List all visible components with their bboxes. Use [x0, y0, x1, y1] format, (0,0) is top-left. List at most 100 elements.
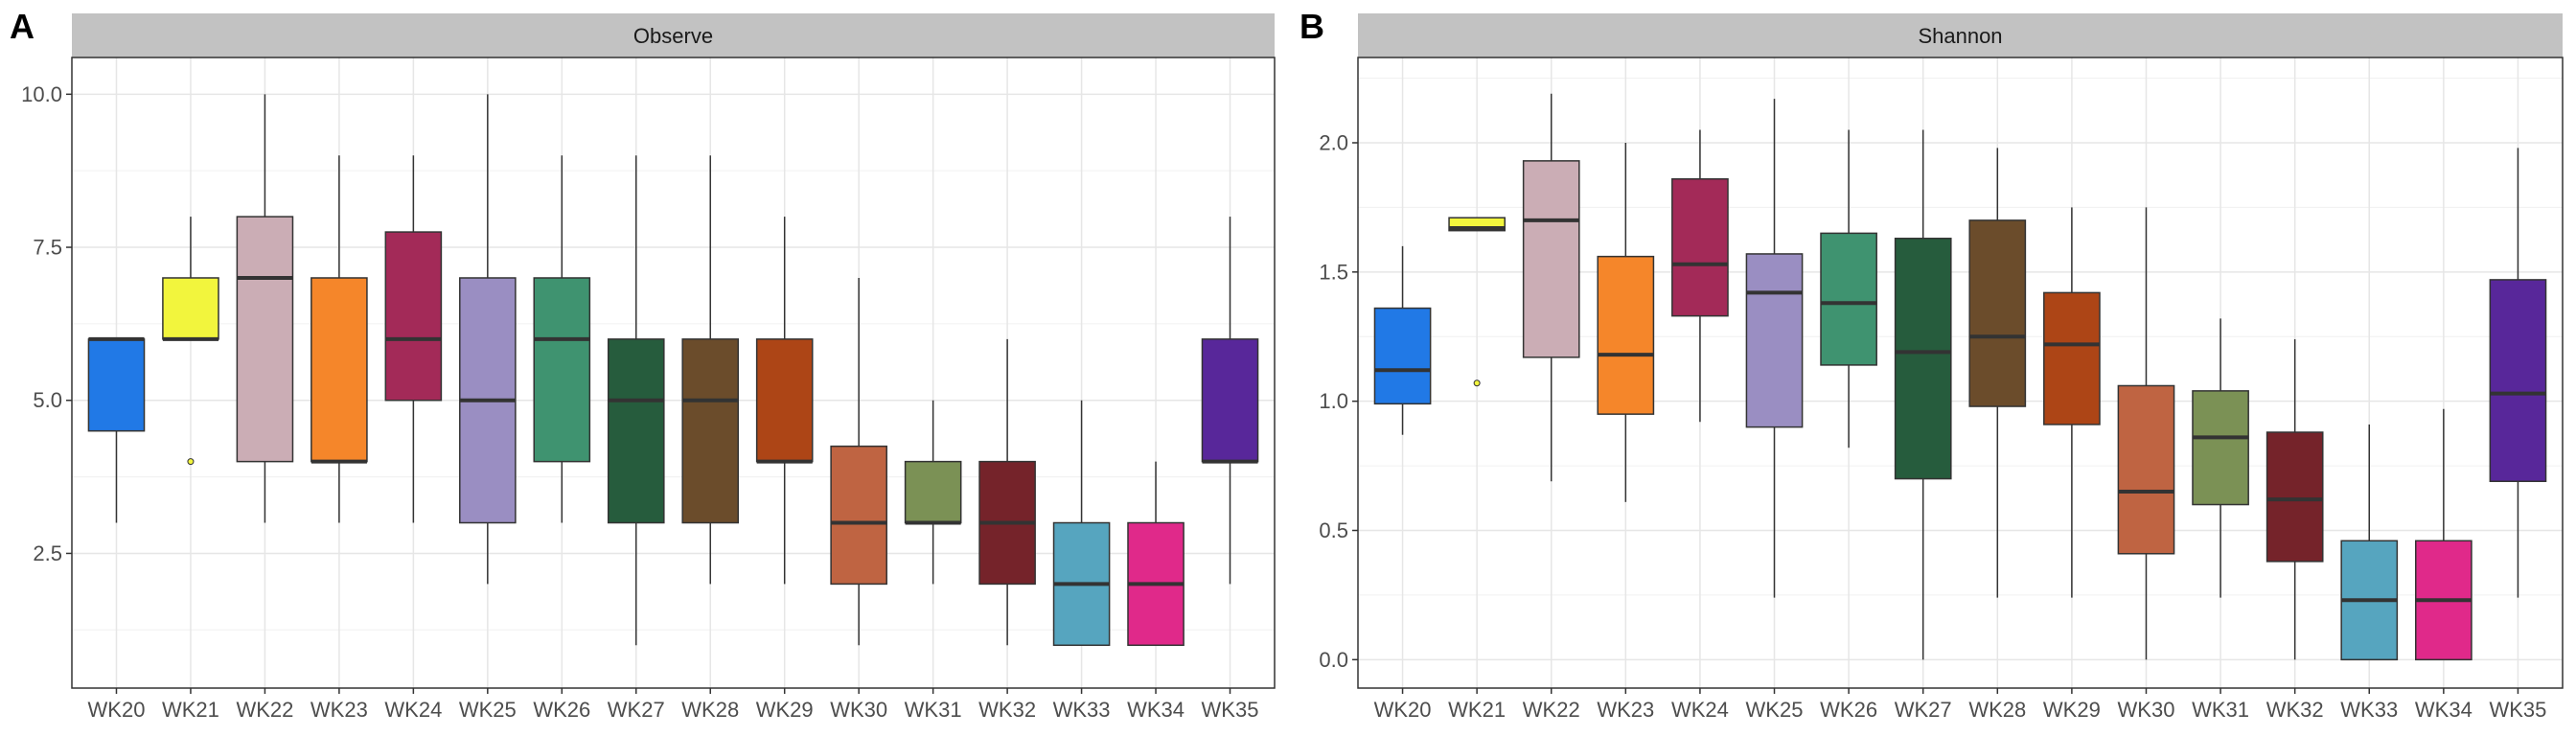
box-wk21: [1448, 217, 1506, 387]
box-wk32: [2266, 338, 2324, 660]
box-wk30: [830, 277, 887, 646]
box-wk25: [1745, 99, 1804, 598]
x-tick-label: WK23: [310, 698, 368, 722]
x-tick-label: WK32: [2266, 698, 2324, 722]
box-wk26: [533, 155, 591, 523]
box-wk25: [459, 94, 517, 585]
x-tick-label: WK28: [1968, 698, 2026, 722]
x-tick-label: WK31: [905, 698, 962, 722]
x-tick-label: WK27: [608, 698, 665, 722]
box-wk31: [2192, 318, 2249, 598]
y-tick-label: 10.0: [21, 82, 62, 106]
box-body: [1201, 338, 1259, 463]
box-wk31: [904, 400, 962, 585]
x-tick-label: WK25: [1746, 698, 1804, 722]
panel-border: [71, 57, 1276, 689]
box-body: [236, 216, 294, 463]
box-body: [87, 338, 146, 432]
box-body: [2489, 279, 2547, 483]
box-body: [1745, 253, 1804, 428]
box-wk29: [2043, 207, 2101, 598]
x-tick-label: WK23: [1597, 698, 1654, 722]
panel-strip-label: Shannon: [1918, 24, 2002, 48]
x-tick-label: WK34: [2415, 698, 2472, 722]
box-wk34: [1127, 461, 1184, 647]
y-tick-label: 1.0: [1319, 389, 1348, 413]
box-body: [1820, 232, 1877, 366]
x-tick-label: WK33: [2340, 698, 2398, 722]
plot-area: [1357, 57, 2564, 689]
x-tick-label: WK28: [681, 698, 739, 722]
panel-a: A Observe 2.5 5.0 7.5 10.0 WK20 WK21 WK22 WK23…: [10, 7, 1276, 722]
x-tick-label: WK33: [1053, 698, 1111, 722]
x-tick-label: WK22: [1523, 698, 1580, 722]
x-tick-label: WK20: [88, 698, 146, 722]
box-body: [755, 338, 814, 463]
box-body: [1373, 307, 1432, 405]
box-body: [904, 460, 962, 524]
x-tick-label: WK21: [162, 698, 219, 722]
x-tick-label: WK22: [236, 698, 293, 722]
x-tick-label: WK35: [1202, 698, 1259, 722]
box-wk26: [1820, 129, 1877, 448]
box-body: [1671, 177, 1729, 317]
x-tick-label: WK21: [1448, 698, 1506, 722]
y-axis: 0.0 0.5 1.0 1.5 2.0: [1319, 130, 1358, 672]
x-tick-label: WK35: [2489, 698, 2546, 722]
panel-letter: A: [10, 7, 34, 46]
box-body: [1597, 255, 1655, 415]
x-tick-label: WK30: [830, 698, 887, 722]
panel-strip-label: Observe: [633, 24, 713, 48]
box-wk22: [1522, 93, 1580, 482]
box-body: [607, 338, 665, 524]
box-wk32: [978, 338, 1036, 646]
box-wk24: [384, 155, 443, 523]
y-tick-label: 0.0: [1319, 648, 1348, 672]
y-tick-label: 7.5: [33, 236, 62, 260]
box-body: [310, 277, 368, 463]
box-wk30: [2117, 207, 2175, 660]
x-axis: WK20 WK21 WK22 WK23 WK24 WK25 WK26 WK27 WK28 WK29…: [88, 688, 1259, 722]
panel-strip: [72, 13, 1275, 58]
x-tick-label: WK31: [2192, 698, 2249, 722]
panel-letter: B: [1300, 7, 1324, 46]
box-body: [1522, 160, 1580, 358]
x-tick-label: WK20: [1374, 698, 1432, 722]
box-wk35: [2489, 148, 2547, 598]
box-wk24: [1671, 129, 1729, 423]
box-wk23: [310, 155, 368, 523]
y-tick-label: 2.5: [33, 541, 62, 565]
box-body: [681, 338, 740, 524]
box-wk28: [681, 155, 740, 585]
panel-strip: [1358, 13, 2563, 58]
box-wk27: [607, 155, 665, 646]
x-tick-label: WK24: [384, 698, 442, 722]
x-tick-label: WK32: [978, 698, 1036, 722]
box-wk20: [1373, 245, 1432, 435]
x-axis: WK20 WK21 WK22 WK23 WK24 WK25 WK26 WK27 WK28 WK29…: [1374, 688, 2546, 722]
panel-b: B Shannon 0.00.51.01.52.0 WK20 WK21 WK22 WK…: [1300, 7, 2564, 722]
box-wk33: [1052, 400, 1111, 647]
box-wk27: [1894, 129, 1952, 660]
y-axis: 2.5 5.0 7.5 10.0: [21, 82, 72, 565]
box-wk28: [1968, 148, 2027, 598]
box-body: [384, 231, 443, 402]
plot-area: [71, 57, 1276, 689]
box-body: [2117, 384, 2175, 555]
outlier-point: [187, 458, 195, 466]
x-tick-label: WK29: [2043, 698, 2101, 722]
box-wk29: [755, 217, 814, 585]
box-body: [1894, 238, 1952, 480]
box-body: [1968, 219, 2027, 407]
box-body: [2043, 291, 2101, 426]
x-tick-label: WK25: [459, 698, 517, 722]
x-tick-label: WK30: [2118, 698, 2175, 722]
box-wk34: [2415, 408, 2472, 661]
x-tick-label: WK29: [756, 698, 814, 722]
box-wk21: [162, 217, 219, 466]
box-body: [2266, 431, 2324, 563]
y-tick-label: 0.5: [1319, 518, 1348, 542]
x-tick-label: WK26: [1820, 698, 1877, 722]
x-tick-label: WK24: [1671, 698, 1729, 722]
